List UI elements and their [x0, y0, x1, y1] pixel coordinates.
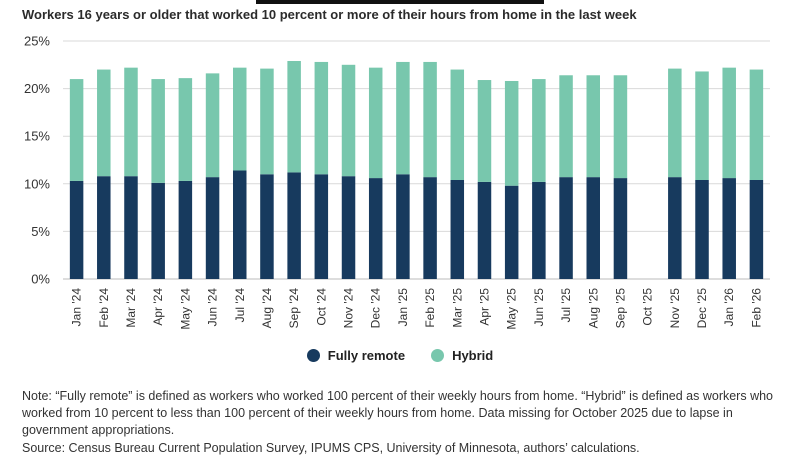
x-tick-label: Aug '25	[586, 288, 600, 329]
x-tick-label: Jan '26	[722, 288, 736, 327]
bar-hybrid	[341, 64, 356, 177]
bar-hybrid	[504, 80, 519, 186]
bar-hybrid	[314, 61, 329, 175]
bar-fully-remote	[314, 174, 329, 279]
x-tick-label: Oct '25	[641, 288, 655, 326]
bar-fully-remote	[205, 177, 220, 279]
bar-fully-remote	[287, 172, 301, 279]
bar-hybrid	[287, 60, 301, 173]
y-tick-label: 5%	[31, 224, 50, 239]
bar-fully-remote	[423, 177, 437, 279]
legend-label-fully-remote: Fully remote	[327, 348, 406, 363]
bar-fully-remote	[668, 177, 682, 279]
bar-hybrid	[97, 69, 111, 177]
chart-note: Note: “Fully remote” is defined as worke…	[22, 389, 774, 437]
chart-legend: Fully remote Hybrid	[0, 348, 800, 363]
bar-fully-remote	[613, 178, 628, 279]
x-tick-label: Feb '24	[97, 288, 111, 328]
x-tick-label: May '24	[178, 288, 192, 330]
bar-fully-remote	[586, 177, 600, 279]
bar-hybrid	[586, 75, 600, 178]
bar-hybrid	[205, 73, 220, 178]
bar-fully-remote	[151, 182, 165, 279]
x-tick-label: Jun '25	[532, 288, 546, 327]
bar-fully-remote	[450, 179, 465, 279]
bar-hybrid	[151, 79, 165, 183]
bar-hybrid	[396, 61, 410, 175]
chart-subtitle: Workers 16 years or older that worked 10…	[22, 7, 637, 22]
x-tick-label: Mar '25	[450, 288, 464, 328]
x-tick-label: May '25	[505, 288, 519, 330]
bar-fully-remote	[368, 178, 383, 279]
chart-source: Source: Census Bureau Current Population…	[22, 441, 640, 455]
bar-hybrid	[559, 75, 573, 178]
bar-fully-remote	[260, 174, 274, 279]
y-tick-label: 20%	[24, 81, 50, 96]
x-tick-label: Feb '26	[749, 288, 763, 328]
bar-hybrid	[178, 78, 193, 181]
bar-fully-remote	[695, 179, 709, 279]
x-tick-label: Nov '24	[342, 288, 356, 329]
bar-fully-remote	[722, 178, 736, 279]
bar-fully-remote	[341, 176, 356, 279]
bar-hybrid	[69, 79, 84, 181]
x-tick-label: Sep '25	[613, 288, 627, 329]
bar-hybrid	[423, 61, 437, 178]
legend-swatch-fully-remote	[306, 349, 320, 362]
bar-hybrid	[722, 67, 736, 179]
legend-label-hybrid: Hybrid	[452, 348, 494, 363]
bar-hybrid	[532, 79, 546, 182]
bar-hybrid	[477, 80, 492, 182]
x-tick-label: Jul '24	[233, 288, 247, 323]
bar-fully-remote	[749, 179, 764, 279]
x-tick-label: Jan '24	[70, 288, 84, 327]
x-tick-label: Apr '24	[151, 288, 165, 326]
x-tick-label: Dec '25	[695, 288, 709, 329]
y-tick-label: 25%	[24, 34, 50, 49]
legend-item-fully-remote: Fully remote	[306, 348, 406, 363]
bar-hybrid	[260, 68, 274, 175]
bar-hybrid	[124, 67, 138, 177]
clipped-title-fragment	[256, 0, 544, 4]
bar-fully-remote	[396, 174, 410, 279]
bar-hybrid	[668, 68, 682, 178]
bar-fully-remote	[532, 181, 546, 279]
x-tick-label: Aug '24	[260, 288, 274, 329]
y-tick-label: 0%	[31, 272, 50, 287]
legend-item-hybrid: Hybrid	[431, 348, 493, 363]
y-tick-label: 10%	[24, 176, 50, 191]
x-tick-label: Jan '25	[396, 288, 410, 327]
bar-hybrid	[613, 75, 628, 179]
legend-swatch-hybrid	[431, 349, 445, 362]
bar-hybrid	[695, 71, 709, 180]
bar-fully-remote	[97, 176, 111, 279]
x-tick-label: Sep '24	[287, 288, 301, 329]
x-tick-label: Oct '24	[314, 288, 328, 326]
bar-hybrid	[450, 69, 465, 180]
bar-fully-remote	[178, 180, 193, 279]
x-tick-label: Feb '25	[423, 288, 437, 328]
bar-fully-remote	[504, 185, 519, 279]
x-tick-label: Dec '24	[369, 288, 383, 329]
x-tick-label: Jun '24	[206, 288, 220, 327]
x-tick-label: Mar '24	[124, 288, 138, 328]
x-tick-label: Nov '25	[668, 288, 682, 329]
bar-hybrid	[368, 67, 383, 179]
bar-hybrid	[749, 69, 764, 180]
x-tick-label: Apr '25	[477, 288, 491, 326]
y-tick-label: 15%	[24, 129, 50, 144]
bar-fully-remote	[233, 170, 247, 279]
bar-fully-remote	[477, 181, 492, 279]
bar-fully-remote	[559, 177, 573, 279]
bar-fully-remote	[124, 176, 138, 279]
x-tick-label: Jul '25	[559, 288, 573, 323]
bar-fully-remote	[69, 180, 84, 279]
bar-hybrid	[233, 67, 247, 171]
stacked-bar-chart: 0% 5% 10% 15% 20% 25% Jan '24 Feb '24 Mar '24 Apr…	[24, 34, 770, 330]
